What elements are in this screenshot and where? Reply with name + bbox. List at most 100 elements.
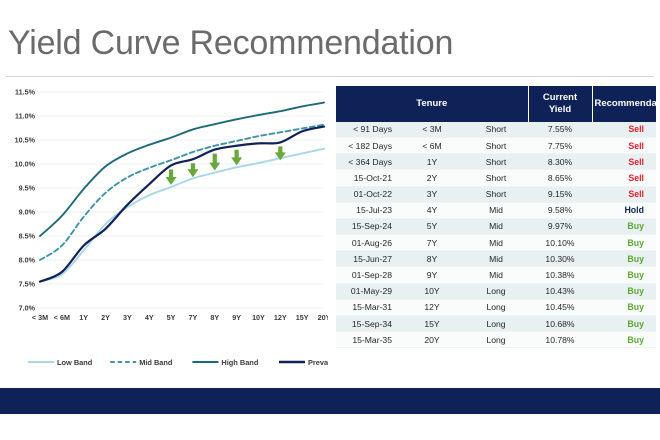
footer-label: FIRST CAPITAL RESEARCH: [269, 8, 391, 18]
cell-tenure-date: 01-Sep-28: [336, 266, 400, 284]
cell-current-yield: 9.15%: [528, 186, 592, 203]
table-header-row: Tenure Current Yield Recommendation: [336, 86, 660, 122]
page-number: 6: [640, 8, 646, 18]
cell-tenure-date: 15-Sep-24: [336, 218, 400, 236]
cell-current-yield: 10.38%: [528, 266, 592, 284]
cell-current-yield: 10.68%: [528, 315, 592, 333]
cell-tenure-bucket: Long: [464, 331, 528, 349]
cell-tenure-date: 01-May-29: [336, 283, 400, 300]
cell-recommendation: Buy: [592, 250, 656, 268]
table-row: 01-May-29 10Y Long 10.43% Buy: [336, 283, 656, 300]
legend-label-mid-band: Mid Band: [139, 358, 173, 367]
y-axis-tick-label: 7.0%: [19, 304, 36, 313]
down-arrow-annotation: [274, 146, 286, 161]
series-line-high-band: [39, 101, 325, 237]
legend-label-low-band: Low Band: [57, 358, 93, 367]
x-axis-tick-label: 10Y: [252, 313, 265, 322]
cell-current-yield: 10.43%: [528, 283, 592, 300]
table-row: 15-Mar-31 12Y Long 10.45% Buy: [336, 299, 656, 317]
column-header-current-yield: Current Yield: [528, 86, 593, 122]
cell-tenure-code: 12Y: [400, 299, 464, 317]
cell-recommendation: Hold: [592, 202, 656, 219]
page-title: Yield Curve Recommendation: [8, 24, 454, 62]
cell-tenure-date: < 182 Days: [336, 137, 400, 155]
y-axis-tick-label: 8.5%: [19, 232, 36, 241]
column-header-tenure: Tenure: [336, 86, 529, 122]
table-header: Tenure Current Yield Recommendation: [336, 86, 660, 122]
cell-current-yield: 9.58%: [528, 202, 592, 219]
cell-tenure-code: 20Y: [400, 331, 464, 349]
column-header-recommendation: Recommendation: [592, 86, 660, 122]
y-axis-tick-label: 8.0%: [19, 256, 36, 265]
current-yield-line-1: Current: [542, 92, 578, 103]
cell-tenure-bucket: Short: [464, 137, 528, 155]
chart-svg: 7.0% 7.5% 8.0% 8.5% 9.0% 9.5% 10.0% 10.5% 11.0% 1…: [15, 88, 328, 322]
y-axis-tick-label: 10.0%: [15, 160, 36, 169]
legend-svg: Low Band Mid Band High Band Prevailing Rate: [28, 358, 361, 367]
cell-current-yield: 10.78%: [528, 331, 592, 349]
cell-tenure-code: 2Y: [400, 169, 464, 187]
recommendation-table-wrapper: Tenure Current Yield Recommendation < 91…: [336, 86, 660, 349]
table-row: < 364 Days 1Y Short 8.30% Sell: [336, 153, 656, 171]
cell-tenure-date: 15-Sep-34: [336, 315, 400, 333]
cell-tenure-code: < 3M: [400, 121, 464, 138]
cell-tenure-date: < 364 Days: [336, 153, 400, 171]
chart-legend: Low Band Mid Band High Band Prevailing Rate: [6, 352, 361, 372]
cell-tenure-date: 15-Jul-23: [336, 202, 400, 219]
cell-tenure-code: < 6M: [400, 137, 464, 155]
x-axis-tick-label: 20Y: [318, 313, 328, 322]
cell-tenure-code: 5Y: [400, 218, 464, 236]
x-axis-tick-label: 3Y: [123, 313, 132, 322]
table-row: 01-Aug-26 7Y Mid 10.10% Buy: [336, 234, 656, 252]
x-axis-tick-label: 9Y: [232, 313, 241, 322]
table-row: 15-Sep-34 15Y Long 10.68% Buy: [336, 315, 656, 333]
table-row: 15-Oct-21 2Y Short 8.65% Sell: [336, 169, 656, 187]
cell-tenure-bucket: Mid: [464, 250, 528, 268]
cell-tenure-code: 1Y: [400, 153, 464, 171]
x-axis-tick-label: 12Y: [274, 313, 287, 322]
cell-tenure-code: 10Y: [400, 283, 464, 300]
cell-recommendation: Sell: [592, 121, 656, 138]
recommendation-table: Tenure Current Yield Recommendation < 91…: [336, 86, 660, 349]
y-axis-tick-label: 7.5%: [19, 280, 36, 289]
x-axis-tick-label: 8Y: [210, 313, 219, 322]
title-divider: [6, 76, 654, 77]
table-row: 01-Oct-22 3Y Short 9.15% Sell: [336, 186, 656, 203]
table-body: < 91 Days < 3M Short 7.55% Sell < 182 Days < 6…: [336, 121, 656, 349]
x-axis-tick-label: < 3M: [32, 313, 48, 322]
cell-current-yield: 10.10%: [528, 234, 592, 252]
cell-recommendation: Buy: [592, 218, 656, 236]
cell-tenure-date: 15-Jun-27: [336, 250, 400, 268]
legend-label-prevailing-rate: Prevailing Rate: [308, 358, 328, 367]
cell-current-yield: 8.65%: [528, 169, 592, 187]
table-row: < 182 Days < 6M Short 7.75% Sell: [336, 137, 656, 155]
table-row: 01-Sep-28 9Y Mid 10.38% Buy: [336, 266, 656, 284]
cell-tenure-bucket: Long: [464, 299, 528, 317]
cell-recommendation: Sell: [592, 153, 656, 171]
down-arrow-annotation: [209, 153, 221, 171]
cell-tenure-date: 15-Mar-35: [336, 331, 400, 349]
cell-current-yield: 7.55%: [528, 121, 592, 138]
cell-tenure-code: 9Y: [400, 266, 464, 284]
cell-current-yield: 9.97%: [528, 218, 592, 236]
cell-tenure-bucket: Short: [464, 169, 528, 187]
cell-tenure-date: < 91 Days: [336, 121, 400, 138]
series-line-prevailing-rate: [38, 125, 326, 283]
cell-recommendation: Sell: [592, 186, 656, 203]
footer-bar: [0, 388, 660, 414]
x-axis-tick-label: 1Y: [79, 313, 88, 322]
table-row: 15-Jul-23 4Y Mid 9.58% Hold: [336, 202, 656, 219]
cell-current-yield: 10.45%: [528, 299, 592, 317]
table-row: 15-Mar-35 20Y Long 10.78% Buy: [336, 331, 656, 349]
cell-current-yield: 10.30%: [528, 250, 592, 268]
legend-label-high-band: High Band: [221, 358, 258, 367]
x-axis-tick-label: 4Y: [145, 313, 154, 322]
cell-recommendation: Buy: [592, 234, 656, 252]
cell-tenure-date: 01-Oct-22: [336, 186, 400, 203]
cell-tenure-code: 15Y: [400, 315, 464, 333]
cell-tenure-date: 15-Oct-21: [336, 169, 400, 187]
x-axis-tick-label: 15Y: [296, 313, 309, 322]
cell-tenure-bucket: Short: [464, 186, 528, 203]
cell-current-yield: 7.75%: [528, 137, 592, 155]
